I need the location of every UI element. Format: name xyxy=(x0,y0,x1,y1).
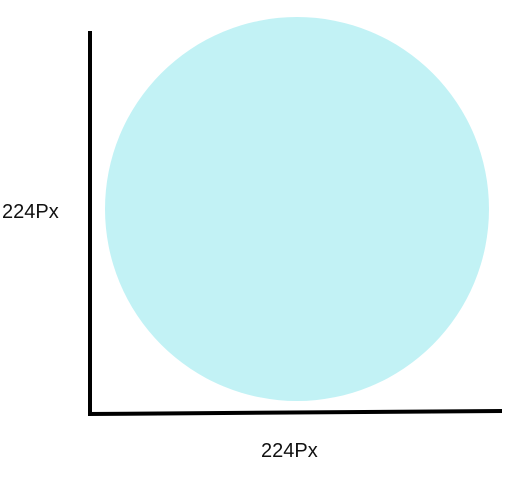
circle-shape xyxy=(105,17,489,401)
vertical-dimension-label: 224Px xyxy=(2,201,59,223)
horizontal-dimension-label: 224Px xyxy=(261,440,318,462)
horizontal-axis-line xyxy=(88,411,502,414)
